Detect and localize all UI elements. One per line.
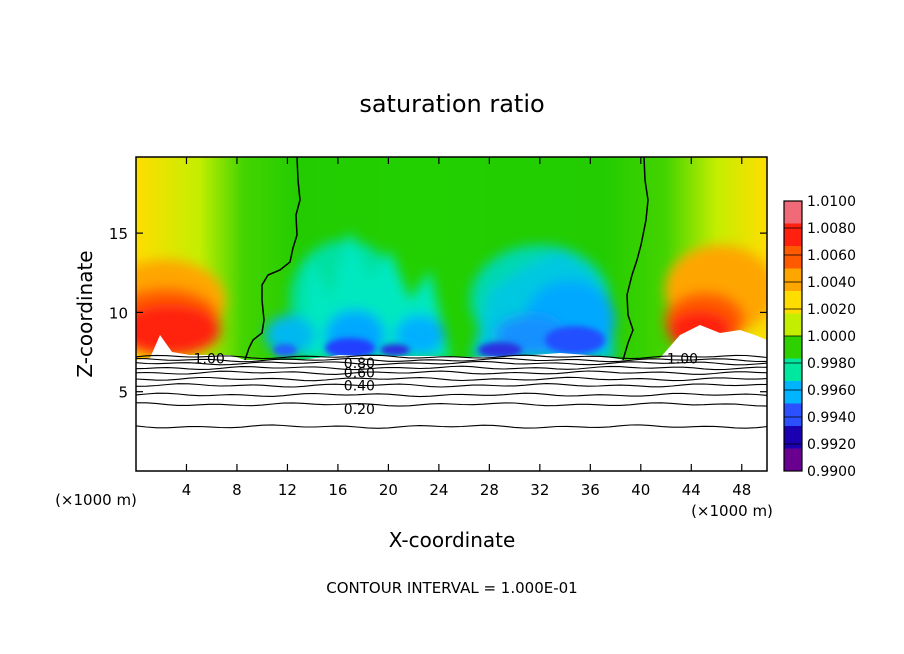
colorbar-label: 1.0000 (807, 329, 856, 345)
colorbar-swatch (784, 403, 802, 427)
colorbar-swatch (784, 448, 802, 472)
x-tick-label: 8 (232, 481, 242, 499)
colorbar-swatch (784, 268, 802, 292)
colorbar: 1.0100 1.0080 1.0060 1.0040 1.0020 1.0000 0.99… (783, 194, 856, 480)
contour-labels: 1.00 1.00 0.800.600.40 0.20 (194, 351, 698, 418)
x-axis-label: X-coordinate (389, 528, 516, 552)
colorbar-swatch (784, 291, 802, 314)
x-tick-label: 48 (732, 481, 751, 499)
contour-label: 0.60 (344, 366, 375, 382)
moist-left (136, 260, 225, 356)
colorbar-label: 1.0100 (807, 194, 856, 210)
y-tick-label: 5 (118, 384, 128, 402)
x-tick-label: 44 (682, 481, 701, 499)
x-tick-label: 36 (581, 481, 600, 499)
colorbar-swatch (784, 246, 802, 269)
contour-line (136, 354, 767, 360)
contour-label: 0.40 (344, 378, 375, 394)
contour-line (136, 360, 767, 366)
x-tick-label: 4 (182, 481, 192, 499)
contour-line (136, 402, 767, 407)
heatmap-field (136, 157, 767, 471)
colorbar-swatch (784, 426, 802, 449)
contour-line (136, 392, 767, 398)
x-tick-label: 40 (631, 481, 650, 499)
colorbar-label: 0.9940 (807, 410, 856, 426)
colorbar-label: 0.9960 (807, 383, 856, 399)
colorbar-swatch (784, 201, 802, 224)
colorbar-swatch (784, 336, 802, 359)
colorbar-label: 1.0080 (807, 221, 856, 237)
colorbar-label: 0.9980 (807, 356, 856, 372)
saturation-contour (244, 156, 649, 361)
contour-line (136, 424, 767, 429)
contour-line (136, 365, 767, 371)
y-axis-ticks: 5 10 15 (109, 225, 767, 402)
contour-line (136, 357, 767, 363)
chart-title: saturation ratio (359, 90, 544, 118)
y-axis-label: Z-coordinate (73, 250, 97, 377)
x-tick-label: 28 (480, 481, 499, 499)
colorbar-swatch (784, 381, 802, 404)
dry-core (273, 326, 605, 358)
colorbar-swatch (784, 223, 802, 247)
x-unit-label-right: (×1000 m) (691, 502, 773, 520)
colorbar-label: 1.0020 (807, 302, 856, 318)
colorbar-label: 0.9900 (807, 464, 856, 480)
colorbar-swatch (784, 313, 802, 337)
contour-label: 1.00 (667, 351, 698, 367)
colorbar-swatch (784, 358, 802, 382)
contour-line (136, 370, 767, 375)
contour-label: 0.80 (344, 356, 375, 372)
contour-label: 1.00 (194, 351, 225, 367)
contour-line (136, 376, 767, 382)
x-tick-label: 32 (530, 481, 549, 499)
y-tick-label: 10 (109, 304, 128, 322)
colorbar-label: 0.9920 (807, 437, 856, 453)
x-tick-label: 12 (278, 481, 297, 499)
colorbar-label: 1.0040 (807, 275, 856, 291)
y-tick-label: 15 (109, 225, 128, 243)
x-axis-ticks: 4 8 12 16 20 24 28 32 36 40 44 48 (182, 157, 751, 499)
contour-lines (136, 354, 767, 429)
x-tick-label: 16 (328, 481, 347, 499)
contour-interval-note: CONTOUR INTERVAL = 1.000E-01 (326, 579, 577, 597)
x-tick-label: 24 (429, 481, 448, 499)
contour-line (136, 383, 767, 388)
plot-frame (135, 156, 768, 472)
x-unit-label-left: (×1000 m) (55, 491, 137, 509)
x-tick-label: 20 (379, 481, 398, 499)
contour-label: 0.20 (344, 402, 375, 418)
colorbar-label: 1.0060 (807, 248, 856, 264)
